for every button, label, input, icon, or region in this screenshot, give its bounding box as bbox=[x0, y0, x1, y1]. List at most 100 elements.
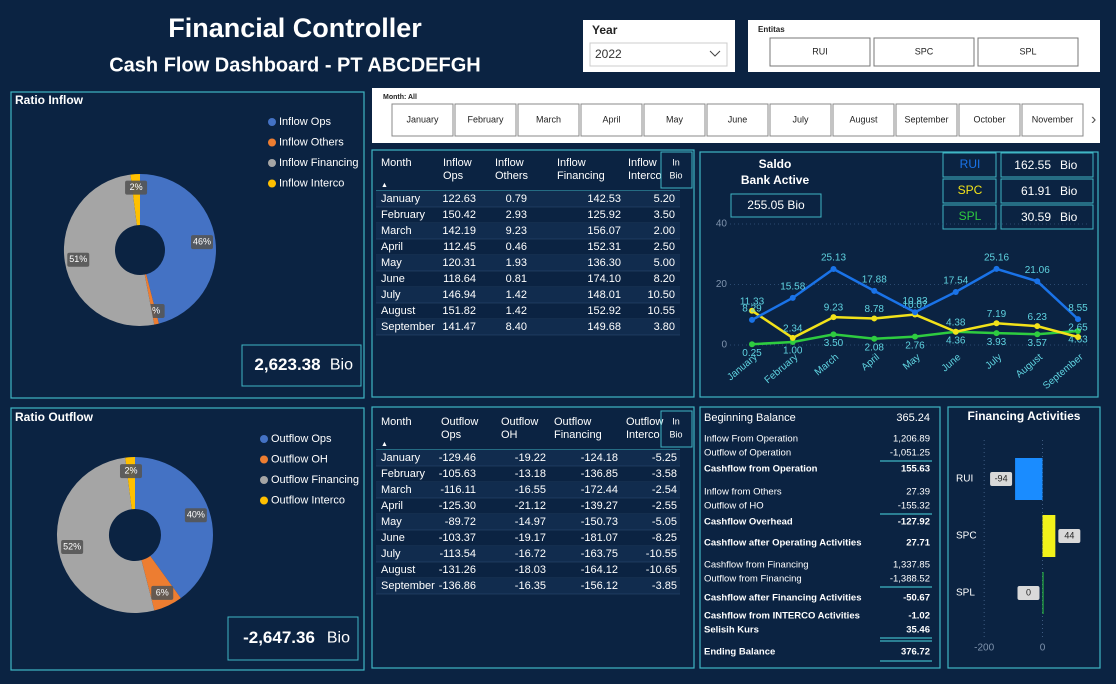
legend-label: Inflow Interco bbox=[279, 177, 344, 189]
panel-title: Ratio Inflow bbox=[15, 93, 84, 107]
data-label: 0.25 bbox=[742, 348, 762, 359]
table-cell: 8.20 bbox=[654, 273, 675, 285]
table-cell: 148.01 bbox=[587, 289, 621, 301]
summary-panel bbox=[699, 406, 941, 669]
month-button[interactable] bbox=[895, 103, 958, 137]
month-option[interactable]: January bbox=[406, 114, 439, 124]
column-header: Financing bbox=[557, 170, 605, 182]
legend-swatch bbox=[260, 435, 268, 443]
line-point bbox=[1034, 323, 1041, 330]
table-cell: March bbox=[381, 484, 412, 496]
month-button[interactable] bbox=[958, 103, 1021, 137]
month-button[interactable] bbox=[643, 103, 706, 137]
legend-label: Outflow Ops bbox=[271, 433, 332, 445]
title: Financial Controller bbox=[168, 13, 422, 43]
table-cell: 149.68 bbox=[587, 321, 621, 333]
entity-button[interactable] bbox=[769, 37, 871, 67]
line-point bbox=[1034, 331, 1041, 338]
entity-card-value: 61.91 bbox=[1021, 184, 1051, 198]
summary-label: Cashflow from Financing bbox=[704, 560, 809, 571]
data-label: 1.00 bbox=[783, 346, 803, 357]
month-button[interactable] bbox=[706, 103, 769, 137]
entity-card-name bbox=[942, 152, 997, 178]
line-point bbox=[789, 294, 796, 301]
summary-label: Beginning Balance bbox=[704, 412, 796, 424]
year-label: Year bbox=[592, 23, 618, 37]
unit-button-label[interactable]: Bio bbox=[669, 170, 682, 180]
data-label: 21.06 bbox=[1025, 265, 1050, 276]
month-button[interactable] bbox=[1021, 103, 1084, 137]
data-label: 0 bbox=[1026, 587, 1031, 597]
line-point bbox=[1075, 327, 1081, 334]
line-point bbox=[871, 287, 878, 294]
unit-button-label[interactable]: In bbox=[672, 416, 680, 426]
month-button[interactable] bbox=[832, 103, 895, 137]
month-button[interactable] bbox=[769, 103, 832, 137]
month-option[interactable]: July bbox=[792, 114, 809, 124]
summary-value: -1,388.52 bbox=[890, 574, 930, 585]
line-point bbox=[993, 330, 1000, 337]
table-cell: 2.00 bbox=[654, 225, 675, 237]
month-button[interactable] bbox=[580, 103, 643, 137]
table-cell: -103.37 bbox=[439, 532, 476, 544]
table-cell: -125.30 bbox=[439, 500, 476, 512]
month-option[interactable]: March bbox=[536, 114, 561, 124]
entity-card-value: 30.59 bbox=[1021, 210, 1051, 224]
month-option[interactable]: February bbox=[467, 114, 504, 124]
scroll-arrow[interactable]: › bbox=[1091, 111, 1096, 128]
table-cell: 1.42 bbox=[506, 305, 527, 317]
entity-card-value bbox=[1000, 204, 1094, 230]
row-band bbox=[376, 319, 680, 335]
month-option[interactable]: October bbox=[973, 114, 1005, 124]
month-button[interactable] bbox=[454, 103, 517, 137]
month-button[interactable] bbox=[391, 103, 454, 137]
month-option[interactable]: September bbox=[904, 114, 948, 124]
month-option[interactable]: November bbox=[1032, 114, 1074, 124]
table-cell: June bbox=[381, 273, 405, 285]
data-label: 8.55 bbox=[1068, 303, 1088, 314]
data-label-bg bbox=[990, 472, 1013, 486]
table-cell: -14.97 bbox=[515, 516, 546, 528]
sort-indicator: ▲ bbox=[381, 441, 388, 448]
data-label-bg bbox=[119, 464, 142, 479]
entity-option[interactable]: SPC bbox=[915, 46, 934, 56]
table-cell: -16.72 bbox=[515, 548, 546, 560]
data-label: 1% bbox=[147, 305, 160, 315]
data-label: 8.29 bbox=[742, 304, 762, 315]
data-label: 6.23 bbox=[1028, 312, 1048, 323]
table-cell: September bbox=[381, 580, 435, 592]
data-label: 40% bbox=[187, 510, 205, 520]
column-header: Month bbox=[381, 416, 412, 428]
entity-option[interactable]: RUI bbox=[812, 46, 828, 56]
legend-label: Inflow Others bbox=[279, 136, 344, 148]
table-cell: 112.45 bbox=[443, 241, 476, 253]
column-header: Outflow bbox=[501, 416, 538, 428]
y-tick-label: 20 bbox=[716, 279, 728, 290]
month-option[interactable]: April bbox=[602, 114, 620, 124]
unit-button-label[interactable]: In bbox=[672, 157, 680, 167]
row-band bbox=[376, 191, 680, 207]
column-header: Inflow bbox=[628, 157, 657, 169]
data-label: 51% bbox=[69, 254, 87, 264]
unit-button-label[interactable]: Bio bbox=[669, 429, 682, 439]
month-button[interactable] bbox=[517, 103, 580, 137]
table-cell: -3.58 bbox=[652, 468, 677, 480]
year-dropdown[interactable] bbox=[589, 42, 728, 67]
summary-value: 365.24 bbox=[896, 412, 930, 424]
unit-button[interactable] bbox=[660, 151, 693, 189]
unit-button[interactable] bbox=[660, 410, 693, 448]
entity-button[interactable] bbox=[873, 37, 975, 67]
card-value: 2,623.38 bbox=[254, 355, 320, 374]
month-option[interactable]: May bbox=[666, 114, 684, 124]
month-option[interactable]: June bbox=[728, 114, 748, 124]
panel-title: Ratio Outflow bbox=[15, 410, 94, 424]
pie-slice bbox=[63, 174, 155, 327]
entity-button[interactable] bbox=[977, 37, 1079, 67]
row-band bbox=[376, 578, 680, 594]
column-header: Outflow bbox=[554, 416, 591, 428]
data-label: 4.63 bbox=[1068, 335, 1088, 346]
summary-value: -127.92 bbox=[898, 517, 930, 528]
month-option[interactable]: August bbox=[849, 114, 878, 124]
summary-label: Outflow of Operation bbox=[704, 448, 791, 459]
entity-option[interactable]: SPL bbox=[1019, 46, 1036, 56]
